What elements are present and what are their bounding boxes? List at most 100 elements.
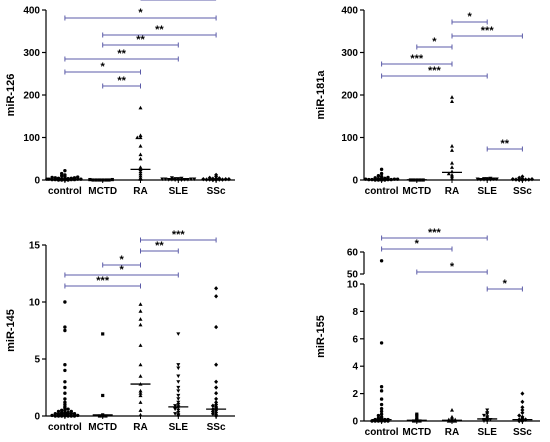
data-point: [450, 414, 454, 419]
significance-label: ***: [172, 229, 186, 241]
data-point: [450, 408, 454, 412]
y-tick-label: 0: [34, 412, 40, 423]
category-label-mctd: MCTD: [402, 427, 431, 438]
y-tick-label: 0: [352, 176, 358, 187]
data-point: [520, 174, 525, 179]
significance-label: *: [467, 11, 472, 23]
data-point: [97, 414, 102, 418]
data-point: [214, 172, 219, 178]
data-point: [214, 404, 219, 410]
category-label-sle: SLE: [169, 186, 189, 197]
data-point: [363, 177, 368, 181]
data-point: [138, 400, 143, 404]
significance-label: **: [155, 24, 164, 36]
category-label-control: control: [365, 186, 399, 197]
data-point: [201, 176, 206, 182]
data-point: [63, 173, 67, 177]
data-point: [173, 404, 178, 408]
category-label-control: control: [48, 422, 82, 433]
data-point: [379, 397, 384, 401]
data-point: [176, 393, 181, 398]
data-point: [395, 177, 400, 181]
data-point: [379, 171, 384, 176]
category-label-ssc: SSc: [513, 186, 532, 197]
data-point: [379, 389, 384, 393]
y-tick-label: 0: [352, 417, 358, 428]
data-point: [101, 393, 105, 398]
category-label-mctd: MCTD: [88, 422, 117, 433]
y-tick-label: 200: [23, 91, 40, 102]
y-axis-label: miR-155: [315, 315, 327, 358]
data-point: [176, 403, 181, 407]
data-point: [60, 408, 64, 412]
y-axis-label: miR-181a: [315, 70, 327, 120]
significance-label: ***: [410, 53, 424, 65]
data-point: [214, 324, 219, 330]
data-point: [101, 332, 105, 336]
data-point: [214, 412, 219, 418]
data-point: [88, 177, 92, 182]
data-point: [485, 408, 490, 413]
data-point: [214, 286, 219, 291]
data-point: [412, 419, 416, 423]
data-point: [517, 413, 522, 418]
data-point: [214, 396, 219, 402]
y-tick-label: 300: [23, 48, 40, 59]
significance-label: *: [503, 278, 508, 290]
significance-label: **: [117, 48, 126, 60]
y-tick-label: 50: [347, 270, 359, 281]
category-label-sle: SLE: [477, 427, 497, 438]
y-tick-label: 4: [352, 362, 358, 373]
data-point: [160, 177, 165, 182]
y-tick-label: 400: [23, 6, 40, 17]
data-point: [45, 177, 49, 181]
data-point: [176, 380, 181, 384]
data-point: [56, 409, 61, 414]
data-point: [520, 405, 525, 410]
data-point: [176, 389, 181, 393]
y-tick-label: 400: [341, 6, 358, 17]
data-point: [482, 413, 486, 418]
data-point: [450, 165, 454, 169]
data-point: [63, 397, 67, 401]
data-point: [176, 397, 181, 401]
data-point: [176, 363, 181, 367]
data-point: [63, 400, 67, 405]
data-point: [485, 415, 490, 419]
data-point: [379, 406, 384, 411]
data-point: [379, 259, 384, 263]
y-tick-label: 100: [23, 133, 40, 144]
data-point: [214, 400, 219, 405]
data-point: [450, 172, 454, 177]
data-point: [379, 341, 384, 345]
data-point: [376, 174, 381, 178]
category-label-sle: SLE: [169, 422, 189, 433]
significance-label: ***: [428, 227, 442, 239]
data-point: [66, 407, 70, 411]
data-point: [418, 419, 422, 423]
data-point: [163, 177, 168, 182]
category-label-ra: RA: [445, 427, 459, 438]
significance-label: *: [415, 238, 420, 250]
significance-label: *: [101, 61, 106, 73]
data-point: [138, 322, 143, 327]
y-tick-label: 15: [29, 241, 41, 252]
data-point: [210, 411, 215, 416]
data-point: [379, 415, 384, 419]
data-point: [79, 177, 83, 181]
data-point: [138, 144, 143, 148]
data-point: [138, 374, 143, 378]
data-point: [138, 105, 143, 110]
significance-label: **: [117, 75, 126, 87]
significance-label: *: [176, 0, 181, 3]
data-point: [50, 175, 54, 180]
data-point: [63, 300, 67, 304]
data-point: [138, 362, 143, 367]
data-point: [450, 99, 454, 103]
data-point: [450, 95, 454, 99]
significance-label: **: [136, 34, 145, 46]
category-label-ssc: SSc: [207, 186, 226, 197]
data-point: [485, 418, 490, 423]
